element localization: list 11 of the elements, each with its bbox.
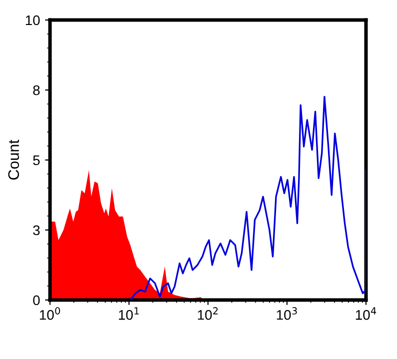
y-tick-label: 8 bbox=[33, 85, 40, 96]
x-tick-label: 10$^{1}$ bbox=[118, 307, 139, 320]
x-tick-label: 10$^{4}$ bbox=[356, 307, 376, 320]
y-tick-label: 3 bbox=[33, 225, 40, 236]
y-tick-label: 5 bbox=[33, 155, 40, 166]
y-tick-label: 0 bbox=[33, 295, 40, 306]
y-tick-label: 10 bbox=[26, 15, 40, 26]
y-axis-title: Count bbox=[8, 140, 20, 180]
x-tick-label: 10$^{2}$ bbox=[198, 307, 218, 320]
x-tick-label: 10$^{3}$ bbox=[276, 307, 297, 320]
x-tick-label: 10$^{0}$ bbox=[40, 307, 60, 320]
